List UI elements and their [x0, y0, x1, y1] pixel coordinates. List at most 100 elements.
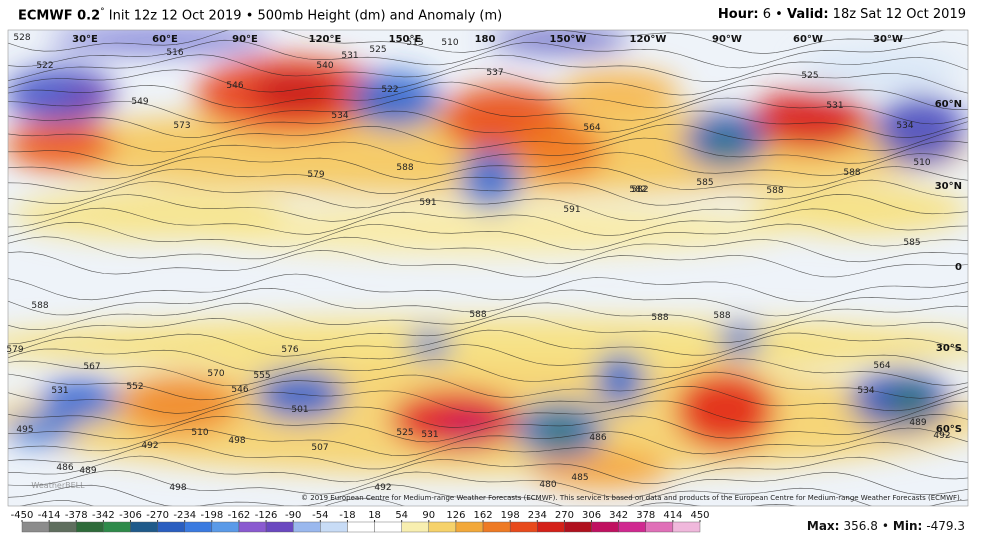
- colorbar-segment: [482, 521, 511, 533]
- degree: °: [100, 7, 105, 17]
- colorbar-segment: [455, 521, 484, 533]
- anomaly-blob: [8, 120, 115, 170]
- contour-line: [8, 152, 968, 180]
- contour-label: 576: [281, 345, 298, 355]
- contour-label: 588: [469, 310, 486, 320]
- lon-label: 120°E: [309, 34, 342, 45]
- colorbar-segment: [564, 521, 592, 533]
- colorbar-tick-label: 18: [368, 510, 381, 521]
- colorbar-tick-label: 234: [528, 510, 547, 521]
- contour-line: [8, 193, 968, 222]
- footer-part: Min:: [893, 519, 922, 533]
- lon-label: 90°E: [232, 34, 258, 45]
- contour-label: 546: [226, 81, 243, 91]
- contour-label: 492: [141, 441, 158, 451]
- colorbar-segment: [103, 521, 131, 533]
- contour-label: 522: [36, 61, 53, 71]
- contour-label: 588: [843, 168, 860, 178]
- lat-label: 60°N: [935, 99, 962, 110]
- contour-label: 579: [307, 170, 324, 180]
- contour-label: 486: [56, 463, 73, 473]
- colorbar-segment: [211, 521, 240, 533]
- contour-label: 525: [801, 71, 818, 81]
- colorbar-tick-label: -234: [173, 510, 196, 521]
- anomaly-blob: [8, 415, 75, 445]
- lon-label: 150°W: [550, 34, 587, 45]
- colorbar-segment: [374, 521, 402, 533]
- contour-label: 537: [486, 68, 503, 78]
- contour-label: 492: [933, 431, 950, 441]
- contour-line: [8, 455, 968, 484]
- contour-label: 522: [381, 85, 398, 95]
- contour-label: 591: [563, 205, 580, 215]
- anomaly-blob: [750, 90, 870, 150]
- contour-label: 498: [228, 436, 245, 446]
- colorbar-segment: [238, 521, 267, 533]
- contour-label: 516: [166, 48, 183, 58]
- contour-line: [8, 67, 968, 96]
- lon-label: 120°W: [630, 34, 667, 45]
- contour-line: [8, 400, 968, 428]
- colorbar-segment: [401, 521, 429, 533]
- contour-line: [8, 221, 968, 251]
- anomaly-blob: [120, 375, 240, 435]
- anomaly-blob: [65, 88, 115, 112]
- colorbar-tick-label: -378: [65, 510, 88, 521]
- colorbar-tick-label: 198: [501, 510, 520, 521]
- anomaly-blob: [890, 386, 930, 414]
- footer-part: -479.3: [926, 519, 965, 533]
- separator: •: [775, 7, 783, 22]
- contour-label: 531: [341, 51, 358, 61]
- contour-line: [8, 273, 968, 303]
- contour-label: 501: [291, 405, 308, 415]
- contour-label: 588: [766, 186, 783, 196]
- contour-label: 573: [173, 121, 190, 131]
- contour-line: [8, 287, 968, 317]
- anomaly-field: [8, 30, 968, 490]
- contour-label: 588: [31, 301, 48, 311]
- colorbar-tick-label: -198: [200, 510, 223, 521]
- watermark: WeatherBELL: [31, 481, 85, 490]
- colorbar-segment: [347, 521, 375, 533]
- colorbar-segment: [509, 521, 538, 533]
- valid: 18z Sat 12 Oct 2019: [832, 7, 966, 22]
- colorbar-tick-label: 414: [663, 510, 682, 521]
- contour-label: 585: [696, 178, 713, 188]
- contour-label: 579: [6, 345, 23, 355]
- contour-line: [8, 427, 968, 457]
- colorbar-segment: [157, 521, 185, 533]
- header-left: ECMWF 0.2° Init 12z 12 Oct 2019 • 500mb …: [18, 7, 502, 23]
- contour-label: 588: [651, 313, 668, 323]
- contour-label: 582: [629, 185, 646, 195]
- contour-label: 510: [441, 38, 458, 48]
- lat-label: 60°S: [936, 424, 962, 435]
- lon-label: 60°E: [152, 34, 178, 45]
- colorbar-segment: [265, 521, 294, 533]
- contour-label: 507: [311, 443, 328, 453]
- contour-label: 564: [873, 361, 890, 371]
- contour-line: [8, 81, 968, 111]
- anomaly-blob: [595, 352, 645, 408]
- anomaly-blob: [50, 30, 270, 52]
- colorbar-segment: [428, 521, 457, 533]
- anomaly-blob: [675, 370, 775, 450]
- hour: 6: [762, 7, 772, 22]
- anomaly-blob: [800, 48, 960, 92]
- colorbar-segment: [320, 521, 348, 533]
- contour-label: 588: [396, 163, 413, 173]
- colorbar-segment: [130, 521, 158, 533]
- header-right: Hour: 6 • Valid: 18z Sat 12 Oct 2019: [718, 7, 966, 22]
- map-area: [8, 30, 968, 506]
- contour-line: [8, 249, 968, 278]
- contour-label: 485: [571, 473, 588, 483]
- contour-line: [8, 469, 968, 499]
- contour-label: 528: [13, 33, 30, 43]
- colorbar-tick-label: 162: [473, 510, 492, 521]
- colorbar-tick-label: 378: [636, 510, 655, 521]
- lat-label: 30°S: [936, 343, 962, 354]
- contour-label: 486: [589, 433, 606, 443]
- contour-line: [8, 344, 968, 373]
- anomaly-blob: [718, 324, 762, 356]
- hour-label: Hour:: [717, 7, 759, 22]
- contour-line: [8, 137, 968, 166]
